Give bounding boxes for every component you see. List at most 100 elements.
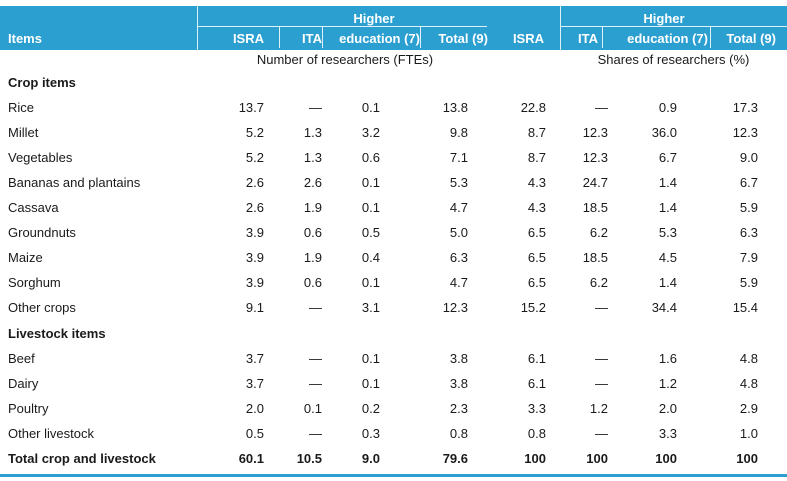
cell-higher-fte: 0.4	[361, 250, 380, 265]
row-label: Cassava	[8, 200, 59, 215]
cell-total-fte: 79.6	[442, 451, 468, 466]
header-isra-fte: ISRA	[232, 31, 264, 46]
cell-ita-share: —	[595, 351, 608, 366]
cell-total-fte: 3.8	[449, 376, 468, 391]
cell-ita-share: —	[595, 426, 608, 441]
cell-higher-share: 5.3	[658, 225, 677, 240]
header-divider	[322, 26, 323, 48]
row-label: Other livestock	[8, 426, 94, 441]
cell-higher-fte: 0.1	[361, 376, 380, 391]
cell-ita-share: 6.2	[589, 225, 608, 240]
header-divider	[560, 26, 787, 27]
cell-higher-share: 1.6	[658, 351, 677, 366]
header-divider	[602, 26, 603, 48]
cell-total-share: 6.3	[739, 225, 758, 240]
cell-isra-share: 6.5	[527, 225, 546, 240]
header-ita-fte: ITA	[302, 31, 322, 46]
cell-ita-share: —	[595, 100, 608, 115]
cell-isra-fte: 0.5	[245, 426, 264, 441]
cell-higher-share: 1.4	[658, 175, 677, 190]
cell-higher-fte: 0.1	[361, 275, 380, 290]
cell-ita-share: 100	[586, 451, 608, 466]
cell-ita-fte: 0.6	[303, 275, 322, 290]
cell-ita-share: 18.5	[582, 250, 608, 265]
cell-total-fte: 13.8	[442, 100, 468, 115]
cell-isra-share: 15.2	[520, 300, 546, 315]
row-label: Maize	[8, 250, 43, 265]
cell-total-share: 4.8	[739, 376, 758, 391]
subheader-share: Shares of researchers (%)	[597, 52, 750, 67]
cell-isra-fte: 2.6	[245, 175, 264, 190]
cell-ita-share: 6.2	[589, 275, 608, 290]
cell-higher-share: 1.2	[658, 376, 677, 391]
cell-total-fte: 5.3	[449, 175, 468, 190]
cell-ita-fte: 1.9	[303, 250, 322, 265]
cell-ita-fte: —	[309, 300, 322, 315]
cell-higher-fte: 3.2	[361, 125, 380, 140]
row-label: Bananas and plantains	[8, 175, 141, 190]
header-divider	[710, 26, 711, 48]
cell-total-share: 9.0	[739, 150, 758, 165]
row-label: Poultry	[8, 401, 49, 416]
cell-total-fte: 6.3	[449, 250, 468, 265]
cell-higher-fte: 0.1	[361, 100, 380, 115]
cell-ita-fte: —	[309, 376, 322, 391]
cell-ita-fte: 2.6	[303, 175, 322, 190]
cell-isra-fte: 60.1	[238, 451, 264, 466]
cell-total-share: 1.0	[739, 426, 758, 441]
cell-isra-fte: 2.6	[245, 200, 264, 215]
cell-ita-share: 24.7	[582, 175, 608, 190]
cell-total-fte: 12.3	[442, 300, 468, 315]
cell-total-share: 5.9	[739, 275, 758, 290]
cell-isra-share: 0.8	[527, 426, 546, 441]
cell-ita-fte: —	[309, 351, 322, 366]
cell-total-fte: 4.7	[449, 275, 468, 290]
cell-isra-share: 22.8	[520, 100, 546, 115]
cell-ita-fte: 1.3	[303, 125, 322, 140]
row-label: Millet	[8, 125, 39, 140]
cell-total-fte: 9.8	[449, 125, 468, 140]
cell-isra-fte: 5.2	[245, 125, 264, 140]
cell-total-fte: 4.7	[449, 200, 468, 215]
header-divider	[279, 26, 280, 48]
cell-total-share: 15.4	[732, 300, 758, 315]
cell-total-share: 17.3	[732, 100, 758, 115]
cell-higher-share: 4.5	[658, 250, 677, 265]
subheader-fte: Number of researchers (FTEs)	[256, 52, 434, 67]
cell-isra-share: 100	[524, 451, 546, 466]
cell-higher-fte: 0.6	[361, 150, 380, 165]
header-total-share: Total (9)	[726, 31, 776, 46]
cell-higher-fte: 0.5	[361, 225, 380, 240]
cell-total-share: 2.9	[739, 401, 758, 416]
cell-total-share: 7.9	[739, 250, 758, 265]
cell-ita-fte: 10.5	[296, 451, 322, 466]
cell-isra-share: 8.7	[527, 150, 546, 165]
cell-ita-fte: —	[309, 100, 322, 115]
header-items: Items	[8, 31, 42, 46]
cell-ita-share: —	[595, 376, 608, 391]
bottom-rule	[0, 474, 787, 477]
cell-total-fte: 5.0	[449, 225, 468, 240]
cell-higher-share: 100	[655, 451, 677, 466]
cell-ita-share: 12.3	[582, 150, 608, 165]
cell-higher-share: 36.0	[651, 125, 677, 140]
header-divider	[197, 26, 487, 27]
cell-total-fte: 0.8	[449, 426, 468, 441]
cell-isra-fte: 3.9	[245, 250, 264, 265]
row-label: Groundnuts	[8, 225, 76, 240]
cell-total-fte: 3.8	[449, 351, 468, 366]
cell-total-fte: 2.3	[449, 401, 468, 416]
row-label: Sorghum	[8, 275, 61, 290]
cell-isra-fte: 9.1	[245, 300, 264, 315]
cell-isra-fte: 3.7	[245, 376, 264, 391]
cell-isra-share: 8.7	[527, 125, 546, 140]
cell-isra-share: 3.3	[527, 401, 546, 416]
header-higher-share-bottom: education (7)	[627, 31, 708, 46]
cell-higher-fte: 3.1	[361, 300, 380, 315]
row-label: Other crops	[8, 300, 76, 315]
cell-higher-share: 0.9	[658, 100, 677, 115]
row-label: Vegetables	[8, 150, 73, 165]
row-label: Beef	[8, 351, 35, 366]
cell-ita-fte: 0.1	[303, 401, 322, 416]
cell-ita-fte: 1.3	[303, 150, 322, 165]
